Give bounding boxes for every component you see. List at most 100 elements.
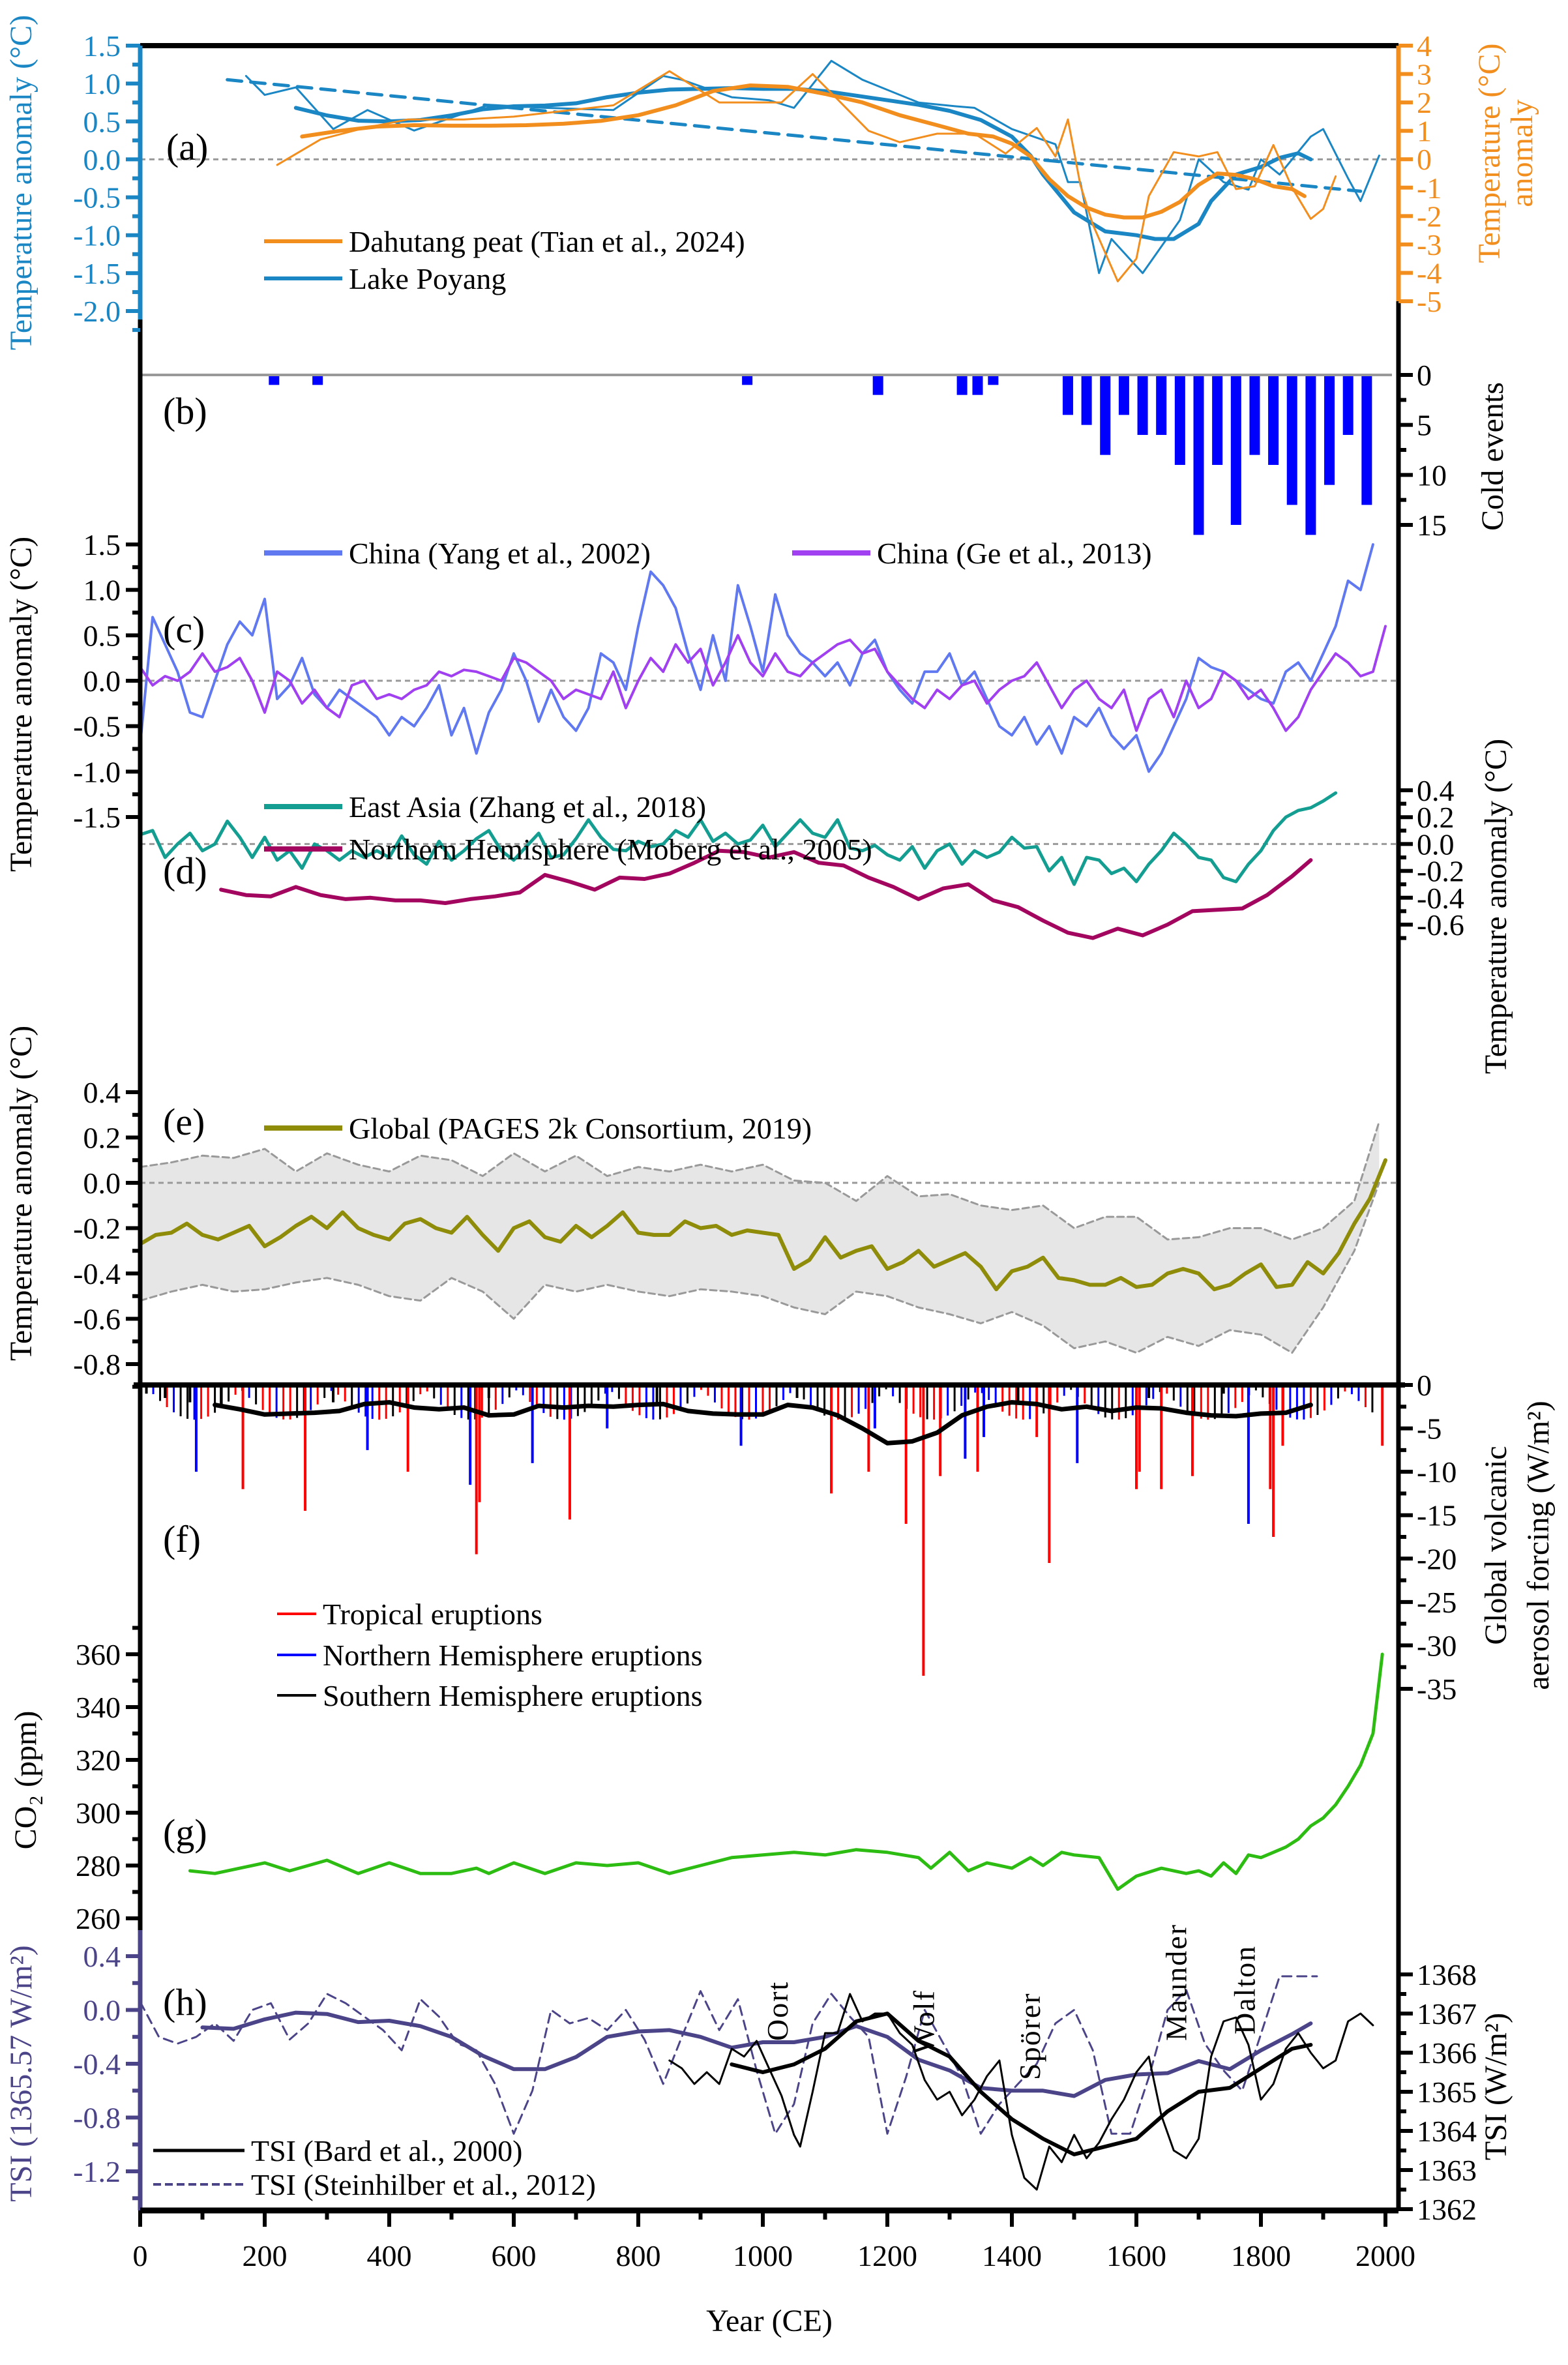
b-right-axis-title: Cold events [1475, 382, 1510, 531]
x-tick-label: 1800 [1231, 2239, 1291, 2272]
panel-label-f: (f) [163, 1518, 201, 1560]
cold-event-bar [1286, 375, 1297, 505]
h-right-tick-label: 1367 [1417, 1997, 1477, 2030]
a-right-tick-label: -4 [1417, 256, 1442, 290]
legend-a-poyang-label: Lake Poyang [349, 262, 506, 295]
panel-label-c: (c) [163, 608, 205, 651]
a-right-tick-label: 4 [1417, 29, 1432, 63]
h-right-tick-label: 1366 [1417, 2036, 1477, 2070]
h-right-tick-label: 1364 [1417, 2115, 1477, 2148]
c-left-tick-label: 0.0 [83, 664, 121, 698]
legend-c-yang-label: China (Yang et al., 2002) [349, 537, 651, 570]
h-left-tick-label: -0.8 [73, 2102, 121, 2135]
uncertainty-band [140, 1122, 1380, 1353]
h-right-tick-label: 1368 [1417, 1958, 1477, 1991]
a-left-tick-label: -2.0 [73, 295, 121, 328]
legend-a-dahutang-label: Dahutang peat (Tian et al., 2024) [349, 225, 745, 258]
g-left-axis-title: CO₂ (ppm) [8, 1711, 43, 1850]
c-left-axis-title: Temperature anomaly (°C) [4, 537, 38, 872]
h-right-tick-label: 1365 [1417, 2075, 1477, 2109]
cold-event-bar [1062, 375, 1073, 415]
a-left-tick-label: 0.0 [83, 143, 121, 176]
a-left-tick-label: 1.0 [83, 67, 121, 100]
solar-minimum-wolf: Wolf [908, 1989, 941, 2054]
a-right-tick-label: -5 [1417, 285, 1442, 318]
d-right-axis-title: Temperature anomaly (°C) [1479, 739, 1513, 1074]
d-right-tick-label: 0.0 [1417, 827, 1455, 861]
a-right-axis-title-1: Temperature (°C) [1472, 43, 1507, 263]
h-right-tick-label: 1362 [1417, 2193, 1477, 2226]
cold-event-bar [312, 375, 323, 385]
a-right-tick-label: -2 [1417, 200, 1442, 233]
c-left-tick-label: -1.0 [73, 755, 121, 788]
e-left-tick-label: -0.4 [73, 1257, 121, 1290]
d-right-tick-label: -0.2 [1417, 855, 1464, 888]
cold-event-bar [972, 375, 983, 395]
band-upper-line [139, 1120, 1380, 1241]
g-left-tick-label: 340 [76, 1691, 121, 1724]
f-right-tick-label: 0 [1417, 1369, 1432, 1402]
f-right-tick-label: -25 [1417, 1586, 1457, 1619]
c-left-tick-label: -1.5 [73, 801, 121, 834]
f-right-tick-label: -15 [1417, 1499, 1457, 1532]
e-left-tick-label: -0.2 [73, 1212, 121, 1245]
x-tick-label: 1000 [733, 2239, 793, 2272]
legend-h-bard-label: TSI (Bard et al., 2000) [251, 2134, 522, 2167]
x-tick-label: 600 [492, 2239, 537, 2272]
f-right-tick-label: -30 [1417, 1629, 1457, 1662]
b-right-tick-label: 10 [1417, 458, 1447, 492]
panel-label-d: (d) [163, 850, 207, 892]
h-left-axis-title: TSI (1365.57 W/m²) [4, 1945, 38, 2201]
h-left-tick-label: 0.4 [83, 1940, 121, 1973]
solar-minimum-maunder: Maunder [1159, 1924, 1192, 2041]
panel-label-g: (g) [163, 1811, 207, 1854]
e-left-axis-title: Temperature anomaly (°C) [4, 1026, 38, 1361]
cold-event-bar [1156, 375, 1167, 435]
series-h-0 [200, 2010, 1313, 2098]
e-left-tick-label: -0.8 [73, 1348, 121, 1381]
x-tick-label: 1600 [1106, 2239, 1166, 2272]
a-right-tick-label: 3 [1417, 58, 1432, 91]
legend-d-moberg-label: Northern Hemisphere (Moberg et al., 2005… [349, 833, 872, 866]
a-left-tick-label: -1.5 [73, 257, 121, 290]
f-right-axis-title-1: Global volcanic [1479, 1446, 1513, 1644]
a-left-tick-label: 0.5 [83, 105, 121, 138]
x-tick-label: 2000 [1355, 2239, 1415, 2272]
panel-label-b: (b) [163, 390, 207, 432]
a-right-tick-label: 2 [1417, 86, 1432, 119]
c-left-tick-label: 0.5 [83, 619, 121, 652]
a-right-tick-label: 1 [1417, 115, 1432, 148]
cold-event-bar [1212, 375, 1223, 465]
series-c-0 [139, 543, 1374, 773]
solar-minimum-sprer: Spörer [1013, 1992, 1046, 2080]
series-g-co2 [188, 1652, 1384, 1891]
series-a-3 [276, 70, 1337, 282]
legend-c-ge-label: China (Ge et al., 2013) [877, 537, 1152, 570]
f-right-tick-label: -5 [1417, 1412, 1442, 1446]
g-left-tick-label: 360 [76, 1638, 121, 1671]
legend-d-eastasia-label: East Asia (Zhang et al., 2018) [349, 790, 706, 824]
g-left-tick-label: 320 [76, 1744, 121, 1777]
g-left-tick-label: 280 [76, 1849, 121, 1882]
cold-event-bar [1361, 375, 1372, 505]
x-tick-label: 1200 [857, 2239, 917, 2272]
x-tick-label: 800 [616, 2239, 661, 2272]
d-right-tick-label: 0.2 [1417, 801, 1455, 834]
cold-event-bar [872, 375, 883, 395]
panel-label-h: (h) [163, 1981, 207, 2023]
cold-event-bar [1174, 375, 1185, 465]
e-left-tick-label: 0.4 [83, 1076, 121, 1109]
a-right-tick-label: -1 [1417, 171, 1442, 205]
legend-e-global-label: Global (PAGES 2k Consortium, 2019) [349, 1112, 812, 1145]
e-left-tick-label: -0.6 [73, 1303, 121, 1336]
a-right-axis-title-2: anomaly [1505, 99, 1539, 207]
h-right-axis-title: TSI (W/m²) [1479, 2013, 1513, 2160]
x-tick-label: 400 [367, 2239, 412, 2272]
series-h-1 [139, 1975, 1318, 2135]
cold-event-bar [269, 375, 280, 385]
a-right-tick-label: 0 [1417, 143, 1432, 176]
legend-h-steinhilber-label: TSI (Steinhilber et al., 2012) [251, 2168, 596, 2201]
b-right-tick-label: 0 [1417, 359, 1432, 392]
c-left-tick-label: -0.5 [73, 710, 121, 743]
f-right-tick-label: -20 [1417, 1542, 1457, 1575]
